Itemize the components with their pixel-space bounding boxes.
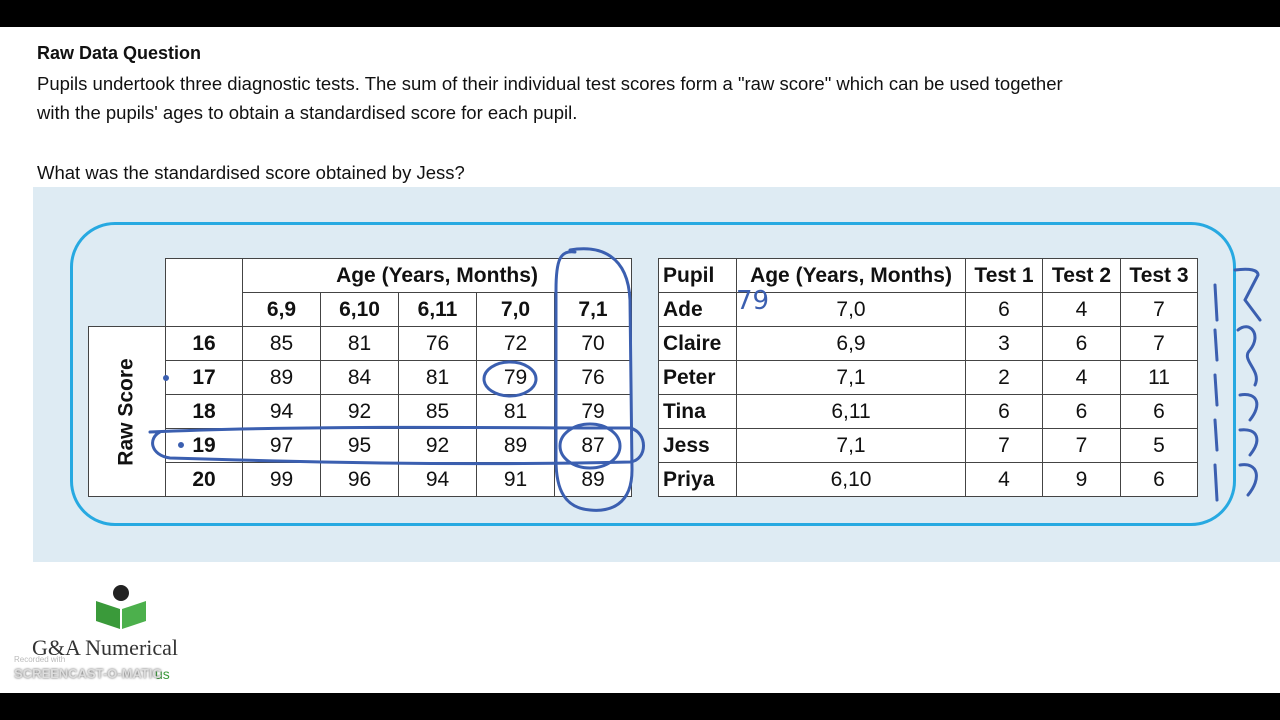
pupil-cell: 9 <box>1042 462 1121 497</box>
handwritten-note: 79 <box>736 286 770 316</box>
pupil-cell: 2 <box>965 360 1043 395</box>
score-cell: 85 <box>398 394 477 429</box>
pupil-cell: 6,10 <box>736 462 966 497</box>
raw-score: 20 <box>165 462 243 497</box>
pupil-cell: 4 <box>1042 292 1121 327</box>
raw-score: 16 <box>165 326 243 361</box>
pupil-cell: 7,1 <box>736 360 966 395</box>
row-group-cell: Raw Score <box>88 326 166 497</box>
ink-loop <box>554 247 634 512</box>
pupil-cell: 6,11 <box>736 394 966 429</box>
paragraph-line: with the pupils' ages to obtain a standa… <box>37 102 578 123</box>
score-cell: 95 <box>320 428 399 463</box>
pupil-cell: 7 <box>1120 292 1198 327</box>
logo-tagline: us <box>155 666 170 682</box>
logo-icon <box>96 585 146 629</box>
pupil-header: Pupil <box>658 258 737 293</box>
pupil-name: Peter <box>658 360 737 395</box>
column-header: 6,10 <box>320 292 399 327</box>
pupil-name: Ade <box>658 292 737 327</box>
logo-name: G&A Numerical <box>32 635 179 660</box>
pupil-cell: 4 <box>1042 360 1121 395</box>
score-cell: 81 <box>320 326 399 361</box>
pupil-header: Test 3 <box>1120 258 1198 293</box>
pupil-name: Priya <box>658 462 737 497</box>
score-cell: 89 <box>242 360 321 395</box>
question: What was the standardised score obtained… <box>37 162 465 183</box>
score-cell: 85 <box>242 326 321 361</box>
group-header: Age (Years, Months) <box>242 258 632 293</box>
top-bar <box>0 0 1280 27</box>
ink-loop <box>148 425 645 466</box>
score-cell: 97 <box>242 428 321 463</box>
watermark-brand: SCREENCAST-O-MATIC <box>14 666 162 681</box>
frame <box>70 222 1236 526</box>
column-header: 7,0 <box>476 292 555 327</box>
pupil-cell: 11 <box>1120 360 1198 395</box>
pupil-cell: 4 <box>965 462 1043 497</box>
pupil-cell: 6 <box>1120 462 1198 497</box>
bottom-bar <box>0 693 1280 720</box>
column-header: 7,1 <box>554 292 632 327</box>
score-cell: 72 <box>476 326 555 361</box>
ink-circle <box>558 422 622 470</box>
watermark-line: Recorded with <box>14 655 66 664</box>
title: Raw Data Question <box>37 43 202 63</box>
column-header: 6,11 <box>398 292 477 327</box>
pupil-header: Test 2 <box>1042 258 1121 293</box>
pupil-name: Claire <box>658 326 737 361</box>
raw-score: 17 <box>165 360 243 395</box>
ink-dot <box>163 375 169 381</box>
corner-cell <box>165 258 243 327</box>
ink-dot <box>178 442 184 448</box>
pupil-header: Test 1 <box>965 258 1043 293</box>
pupil-cell: 5 <box>1120 428 1198 463</box>
column-header: 6,9 <box>242 292 321 327</box>
paragraph-line: Pupils undertook three diagnostic tests.… <box>37 73 1063 94</box>
score-cell: 96 <box>320 462 399 497</box>
score-cell: 91 <box>476 462 555 497</box>
ink-scribble <box>1213 267 1262 502</box>
ink-circle <box>482 360 538 398</box>
pupil-cell: 7 <box>1042 428 1121 463</box>
pupil-cell: 6 <box>1042 394 1121 429</box>
